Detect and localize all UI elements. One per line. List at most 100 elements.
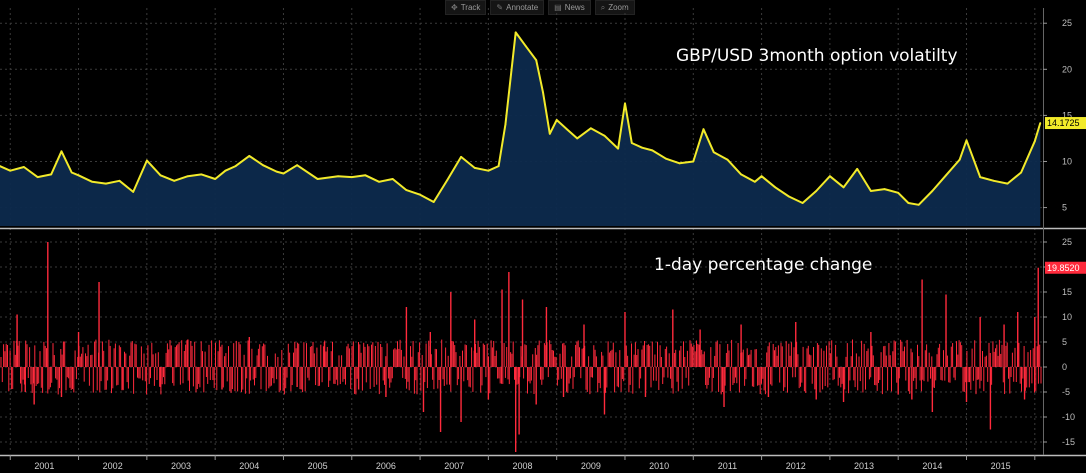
volatility-point bbox=[36, 176, 39, 179]
volatility-point bbox=[70, 171, 73, 174]
volatility-point bbox=[856, 167, 859, 170]
volatility-point bbox=[214, 178, 217, 180]
y-tick-label: 5 bbox=[1062, 337, 1067, 347]
volatility-point bbox=[234, 165, 237, 167]
volatility-point bbox=[624, 102, 626, 105]
volatility-point bbox=[432, 201, 435, 203]
volatility-point bbox=[992, 179, 995, 182]
x-tick-label: 2004 bbox=[239, 461, 259, 471]
x-tick-label: 2002 bbox=[103, 461, 123, 471]
volatility-point bbox=[979, 176, 982, 179]
volatility-point bbox=[842, 186, 845, 189]
last-change-badge bbox=[1045, 261, 1086, 274]
volatility-point bbox=[678, 162, 681, 165]
volatility-point bbox=[869, 190, 872, 192]
volatility-point bbox=[712, 151, 715, 154]
volatility-point bbox=[641, 146, 643, 149]
x-tick-label: 2010 bbox=[649, 461, 669, 471]
news-icon: ▤ bbox=[554, 3, 562, 12]
x-tick-label: 2012 bbox=[786, 461, 806, 471]
volatility-point bbox=[774, 186, 777, 189]
volatility-point bbox=[617, 147, 620, 150]
volatility-point bbox=[378, 180, 380, 183]
volatility-point bbox=[316, 178, 319, 180]
news-label: News bbox=[564, 3, 585, 12]
volatility-point bbox=[224, 169, 227, 172]
y-tick-label: 15 bbox=[1062, 110, 1072, 120]
volatility-point bbox=[350, 176, 353, 179]
y-tick-label: 25 bbox=[1062, 237, 1072, 247]
volatility-point bbox=[1033, 140, 1036, 143]
volatility-point bbox=[907, 202, 910, 204]
x-tick-label: 2011 bbox=[718, 461, 737, 471]
volatility-area bbox=[0, 32, 1041, 227]
volatility-point bbox=[173, 179, 176, 182]
volatility-point bbox=[1020, 171, 1023, 174]
volatility-point bbox=[446, 179, 449, 181]
change-panel bbox=[0, 242, 1042, 452]
x-tick-label: 2001 bbox=[34, 461, 54, 471]
track-button[interactable]: ✥ Track bbox=[445, 0, 487, 15]
volatility-point bbox=[248, 155, 251, 157]
volatility-point bbox=[801, 202, 804, 204]
y-tick-label: -10 bbox=[1062, 412, 1075, 422]
volatility-point bbox=[576, 137, 579, 140]
x-tick-label: 2013 bbox=[854, 461, 874, 471]
volatility-point bbox=[337, 175, 340, 178]
volatility-point bbox=[262, 164, 264, 167]
volatility-point bbox=[788, 195, 790, 198]
volatility-point bbox=[692, 160, 695, 163]
x-tick-label: 2008 bbox=[513, 461, 533, 471]
zoom-button[interactable]: ⌕ Zoom bbox=[594, 0, 635, 15]
volatility-point bbox=[665, 157, 667, 160]
volatility-point bbox=[118, 179, 121, 182]
y-tick-label: 25 bbox=[1062, 18, 1072, 28]
volatility-panel bbox=[0, 31, 1042, 227]
volatility-point bbox=[603, 134, 606, 137]
volatility-chart-title: GBP/USD 3month option volatilty bbox=[676, 46, 958, 66]
volatility-point bbox=[589, 127, 592, 130]
change-chart-title: 1-day percentage change bbox=[654, 255, 872, 275]
x-tick-label: 2009 bbox=[581, 461, 601, 471]
volatility-point bbox=[23, 166, 25, 168]
volatility-point bbox=[815, 190, 818, 192]
volatility-point bbox=[1039, 122, 1042, 124]
volatility-point bbox=[60, 150, 63, 153]
volatility-point bbox=[364, 174, 367, 177]
y-tick-label: -5 bbox=[1062, 387, 1070, 397]
zoom-icon: ⌕ bbox=[600, 2, 606, 12]
volatility-point bbox=[391, 178, 394, 180]
volatility-point bbox=[651, 149, 654, 152]
volatility-point bbox=[828, 175, 831, 178]
volatility-point bbox=[159, 174, 162, 177]
x-tick-label: 2015 bbox=[991, 461, 1011, 471]
volatility-point bbox=[702, 128, 705, 131]
x-tick-label: 2014 bbox=[922, 461, 942, 471]
x-tick-label: 2006 bbox=[376, 461, 396, 471]
volatility-point bbox=[91, 180, 94, 183]
last-value-label: 14.1725 bbox=[1047, 118, 1080, 128]
volatility-point bbox=[487, 169, 490, 172]
volatility-point bbox=[497, 165, 500, 167]
volatility-point bbox=[740, 173, 742, 176]
volatility-point bbox=[958, 158, 961, 161]
change-noise-band bbox=[0, 339, 1042, 395]
volatility-point bbox=[104, 182, 107, 185]
volatility-point bbox=[514, 31, 517, 34]
volatility-point bbox=[965, 139, 968, 142]
annotate-button[interactable]: ✎ Annotate bbox=[490, 0, 545, 15]
y-tick-label: 20 bbox=[1062, 64, 1072, 74]
volatility-point bbox=[186, 175, 189, 178]
y-tick-label: 10 bbox=[1062, 312, 1072, 322]
volatility-point bbox=[504, 123, 507, 126]
volatility-point bbox=[9, 169, 12, 172]
y-tick-label: 15 bbox=[1062, 287, 1072, 297]
volatility-point bbox=[760, 175, 763, 178]
pencil-icon: ✎ bbox=[496, 3, 504, 12]
y-tick-label: 10 bbox=[1062, 156, 1072, 166]
x-tick-label: 2003 bbox=[171, 461, 191, 471]
volatility-point bbox=[132, 190, 135, 193]
volatility-point bbox=[296, 164, 299, 167]
news-button[interactable]: ▤ News bbox=[548, 0, 591, 15]
